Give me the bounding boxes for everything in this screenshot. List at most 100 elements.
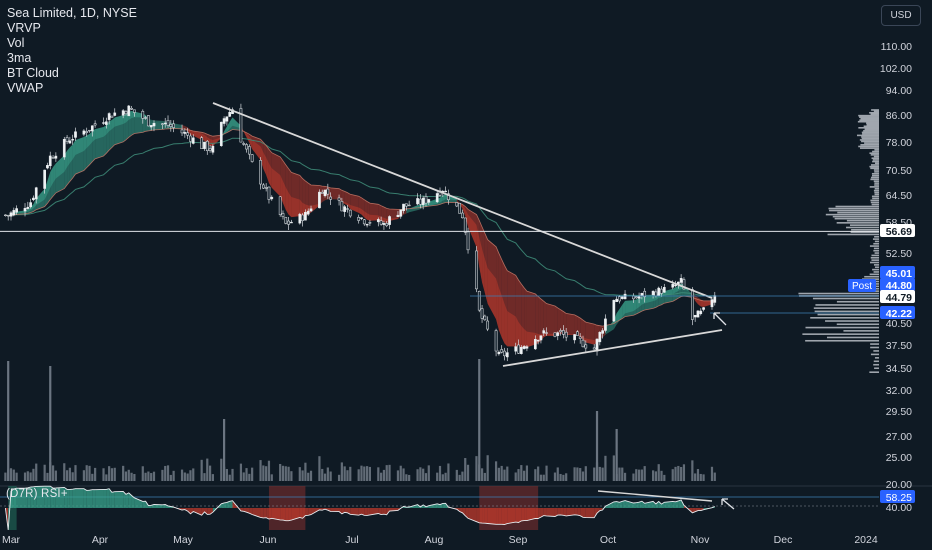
cloud-segment — [72, 140, 76, 160]
rsi-fill — [201, 508, 205, 516]
volume-bar — [71, 472, 74, 481]
candle-body — [250, 154, 254, 162]
cloud-segment — [53, 163, 56, 183]
rsi-fill — [580, 508, 583, 518]
profile-bin — [874, 240, 879, 243]
volume-bar — [368, 466, 372, 481]
rsi-fill — [557, 508, 561, 516]
cloud-segment — [134, 111, 143, 118]
volume-bar — [696, 469, 700, 481]
candle-body — [346, 208, 349, 210]
volume-bar — [520, 465, 523, 481]
rsi-fill — [83, 488, 87, 508]
profile-bin — [869, 165, 879, 168]
cloud-segment — [109, 119, 112, 132]
volume-bar — [360, 465, 363, 481]
candle-body — [200, 137, 204, 150]
volume-bar — [365, 466, 369, 481]
cloud-segment — [383, 217, 387, 224]
rsi-fill — [465, 508, 469, 519]
cloud-segment — [364, 211, 368, 220]
rsi-fill — [204, 508, 208, 515]
cloud-segment — [263, 152, 267, 175]
volume-bar — [537, 466, 540, 481]
profile-bin — [874, 191, 879, 194]
profile-bin — [814, 310, 879, 313]
rsi-fill — [633, 502, 637, 508]
volume-bar — [32, 468, 35, 481]
volume-bar — [534, 469, 537, 481]
volume-bar — [161, 469, 164, 481]
profile-bin — [873, 247, 879, 250]
volume-spike — [595, 411, 599, 481]
indicator-3ma[interactable]: 3ma — [7, 51, 32, 65]
volume-bar — [466, 464, 470, 481]
price-axis-label: 86.00 — [886, 110, 912, 122]
candle-body — [189, 135, 192, 142]
volume-bar — [618, 467, 621, 481]
rsi-fill — [339, 508, 342, 514]
volume-bar — [643, 466, 646, 481]
rsi-fill — [207, 508, 211, 515]
currency-button[interactable]: USD — [881, 5, 921, 26]
rsi-pane-label[interactable]: (D7R) RSI+ — [6, 488, 68, 500]
rsi-fill — [72, 488, 76, 508]
cloud-segment — [703, 300, 712, 307]
candle-body — [340, 201, 344, 212]
candle-body — [267, 186, 271, 200]
cloud-segment — [347, 203, 351, 209]
symbol-title[interactable]: Sea Limited, 1D, NYSE — [7, 6, 137, 20]
candle-body — [326, 188, 330, 195]
indicator-bt-cloud[interactable]: BT Cloud — [7, 66, 59, 80]
volume-bar — [323, 473, 327, 481]
cloud-segment — [154, 121, 163, 130]
candle-body — [382, 223, 386, 225]
volume-bar — [65, 470, 69, 481]
candle-body — [43, 169, 46, 189]
time-axis-label: Sep — [509, 534, 528, 546]
profile-bin — [864, 128, 879, 131]
candle-body — [306, 210, 310, 215]
rsi-fill — [305, 508, 309, 516]
candle-body — [612, 300, 616, 322]
volume-bar — [164, 465, 167, 481]
candle-body — [15, 208, 18, 213]
volume-bar — [576, 467, 579, 481]
volume-bar — [438, 465, 442, 481]
volume-bar — [598, 466, 601, 481]
volume-bar — [637, 469, 641, 481]
cloud-segment — [25, 209, 28, 213]
volume-bar — [203, 473, 206, 481]
volume-bar — [601, 467, 604, 481]
candle-body — [163, 122, 167, 125]
cloud-segment — [613, 313, 617, 330]
indicator-vol[interactable]: Vol — [7, 36, 25, 50]
candle-body — [601, 330, 604, 334]
volume-bar — [444, 472, 447, 481]
volume-bar — [419, 467, 422, 481]
profile-bin — [874, 162, 879, 165]
indicator-vrvp[interactable]: VRVP — [7, 21, 41, 35]
profile-bin — [870, 261, 879, 264]
candle-body — [674, 284, 677, 287]
candle-body — [500, 349, 504, 353]
candle-body — [379, 220, 383, 225]
indicator-vwap[interactable]: VWAP — [7, 81, 44, 95]
rsi-fill — [36, 486, 45, 508]
candle-body — [505, 352, 509, 358]
profile-bin — [871, 195, 879, 198]
rsi-fill — [350, 508, 359, 516]
price-tag-bg — [880, 278, 915, 291]
candle-body — [121, 110, 125, 116]
profile-bin — [861, 140, 879, 143]
post-tag-label: Post — [852, 281, 872, 292]
cloud-segment — [518, 321, 522, 349]
cloud-segment — [367, 213, 370, 221]
cloud-segment — [468, 214, 477, 248]
cloud-segment — [560, 309, 564, 335]
cloud-segment — [625, 300, 634, 314]
rsi-fill — [123, 491, 126, 508]
volume-bar — [127, 469, 130, 481]
profile-bin — [859, 119, 879, 121]
